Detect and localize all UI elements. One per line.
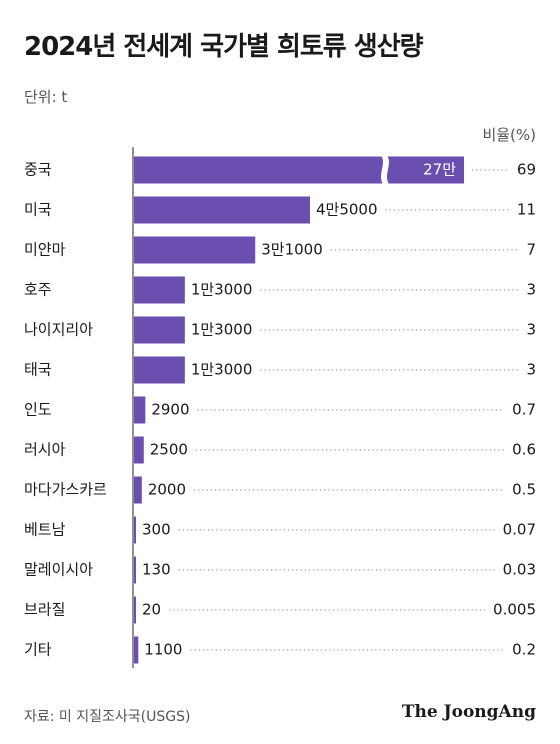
category-label-1: 중국 <box>24 161 52 179</box>
unit-label: 단위: t <box>24 88 68 106</box>
value-label-8: 2500 <box>150 441 188 459</box>
bar-12 <box>134 596 136 624</box>
ratio-column-header: 비율(%) <box>482 126 536 144</box>
ratio-label-4: 3 <box>526 281 536 299</box>
category-label-13: 기타 <box>24 641 52 659</box>
value-label-13: 1100 <box>144 641 182 659</box>
category-label-7: 인도 <box>24 401 52 419</box>
value-label-3: 3만1000 <box>261 241 323 259</box>
ratio-label-11: 0.03 <box>503 561 536 579</box>
ratio-label-2: 11 <box>517 201 536 219</box>
value-label-6: 1만3000 <box>191 361 253 379</box>
ratio-label-3: 7 <box>526 241 536 259</box>
bar-13 <box>134 636 139 664</box>
category-label-5: 나이지리아 <box>24 321 93 339</box>
bar-3 <box>134 236 256 264</box>
ratio-label-12: 0.005 <box>493 601 536 619</box>
brand-logo: The JoongAng <box>401 702 536 722</box>
ratio-label-7: 0.7 <box>512 401 536 419</box>
bar-10 <box>134 516 136 544</box>
chart-title: 2024년 전세계 국가별 희토류 생산량 <box>24 32 424 62</box>
ratio-label-1: 69 <box>517 161 536 179</box>
value-label-7: 2900 <box>151 401 189 419</box>
category-label-11: 말레이시아 <box>24 561 93 579</box>
bar-5 <box>134 316 185 344</box>
source-note: 자료: 미 지질조사국(USGS) <box>24 709 191 725</box>
value-label-1: 27만 <box>423 161 456 179</box>
bar-4 <box>134 276 185 304</box>
ratio-label-6: 3 <box>526 361 536 379</box>
bar-6 <box>134 356 185 384</box>
category-label-4: 호주 <box>24 281 52 299</box>
value-label-9: 2000 <box>148 481 186 499</box>
ratio-label-13: 0.2 <box>512 641 536 659</box>
value-label-2: 4만5000 <box>316 201 378 219</box>
category-label-12: 브라질 <box>24 601 65 619</box>
ratio-label-5: 3 <box>526 321 536 339</box>
bar-1 <box>134 156 464 184</box>
bar-11 <box>134 556 136 584</box>
category-label-6: 태국 <box>24 361 52 379</box>
category-label-8: 러시아 <box>24 441 66 459</box>
value-label-5: 1만3000 <box>191 321 253 339</box>
bar-7 <box>134 396 146 424</box>
axis-break-mark <box>381 155 389 185</box>
bar-2 <box>134 196 310 224</box>
value-label-11: 130 <box>142 561 171 579</box>
category-label-10: 베트남 <box>24 521 66 539</box>
ratio-label-9: 0.5 <box>512 481 536 499</box>
ratio-label-8: 0.6 <box>512 441 536 459</box>
value-label-12: 20 <box>142 601 161 619</box>
value-label-10: 300 <box>142 521 171 539</box>
value-label-4: 1만3000 <box>191 281 253 299</box>
category-label-9: 마다가스카르 <box>24 481 107 499</box>
bar-9 <box>134 476 142 504</box>
ratio-label-10: 0.07 <box>503 521 536 539</box>
category-label-2: 미국 <box>24 201 52 219</box>
bar-8 <box>134 436 144 464</box>
category-label-3: 미얀마 <box>24 241 66 259</box>
